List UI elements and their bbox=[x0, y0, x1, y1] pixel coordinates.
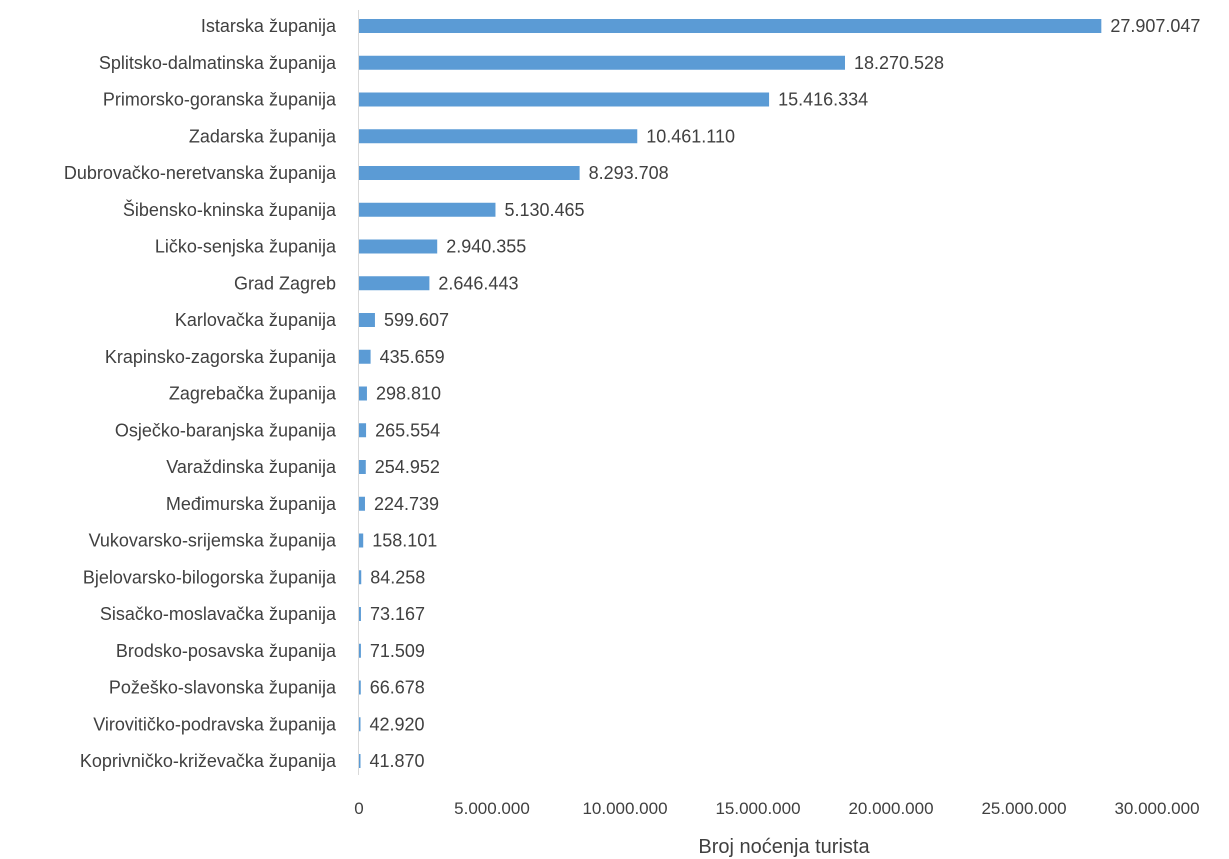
value-label-medimurska-zupanija: 224.739 bbox=[374, 494, 439, 514]
category-label-karlovacka-zupanija: Karlovačka županija bbox=[175, 310, 337, 330]
category-label-sisacko-moslavacka-zupanija: Sisačko-moslavačka županija bbox=[100, 604, 337, 624]
category-label-bjelovarsko-bilogorska-zupanija: Bjelovarsko-bilogorska županija bbox=[83, 567, 337, 587]
category-label-grad-zagreb: Grad Zagreb bbox=[234, 273, 336, 293]
value-label-zadarska-zupanija: 10.461.110 bbox=[646, 126, 735, 146]
value-labels-group: 27.907.047 18.270.528 15.416.334 10.461.110… bbox=[370, 16, 1201, 771]
value-label-dubrovacko-neretvanska-zupanija: 8.293.708 bbox=[589, 163, 669, 183]
bar-vukovarsko-srijemska-zupanija bbox=[359, 533, 364, 548]
value-label-viroviticko-podravska-zupanija: 42.920 bbox=[370, 714, 425, 734]
category-label-pozesko-slavonska-zupanija: Požeško-slavonska županija bbox=[109, 678, 337, 698]
bar-varazdinska-zupanija bbox=[359, 460, 366, 474]
bar-dubrovacko-neretvanska-zupanija bbox=[359, 166, 580, 180]
value-label-brodsko-posavska-zupanija: 71.509 bbox=[370, 641, 425, 661]
bar-grad-zagreb bbox=[359, 276, 430, 291]
x-axis-title: Broj noćenja turista bbox=[698, 836, 870, 858]
bars-group bbox=[359, 19, 1102, 768]
value-label-licko-senjska-zupanija: 2.940.355 bbox=[446, 237, 526, 257]
category-label-vukovarsko-srijemska-zupanija: Vukovarsko-srijemska županija bbox=[89, 531, 337, 551]
bar-istarska-zupanija bbox=[359, 19, 1102, 33]
bar-primorsko-goranska-zupanija bbox=[359, 92, 770, 107]
bar-medimurska-zupanija bbox=[359, 496, 365, 511]
bar-viroviticko-podravska-zupanija bbox=[359, 717, 361, 732]
x-tick-label: 20.000.000 bbox=[848, 799, 933, 818]
category-label-brodsko-posavska-zupanija: Brodsko-posavska županija bbox=[116, 641, 337, 661]
value-label-koprivnicko-krizevacka-zupanija: 41.870 bbox=[370, 751, 425, 771]
category-label-zadarska-zupanija: Zadarska županija bbox=[189, 126, 337, 146]
bar-koprivnicko-krizevacka-zupanija bbox=[359, 754, 361, 768]
bar-sibensko-kninska-zupanija bbox=[359, 202, 496, 217]
value-label-istarska-zupanija: 27.907.047 bbox=[1110, 16, 1200, 36]
category-label-sibensko-kninska-zupanija: Šibensko-kninska županija bbox=[123, 199, 337, 220]
value-label-karlovacka-zupanija: 599.607 bbox=[384, 310, 449, 330]
category-label-osjecko-baranjska-zupanija: Osječko-baranjska županija bbox=[115, 420, 337, 440]
category-label-krapinsko-zagorska-zupanija: Krapinsko-zagorska županija bbox=[105, 347, 337, 367]
category-label-zagrebacka-zupanija: Zagrebačka županija bbox=[169, 384, 337, 404]
category-label-viroviticko-podravska-zupanija: Virovitičko-podravska županija bbox=[93, 714, 337, 734]
bar-bjelovarsko-bilogorska-zupanija bbox=[359, 570, 362, 585]
x-tick-label: 25.000.000 bbox=[981, 799, 1066, 818]
bar-karlovacka-zupanija bbox=[359, 313, 375, 327]
value-label-primorsko-goranska-zupanija: 15.416.334 bbox=[778, 90, 868, 110]
bar-licko-senjska-zupanija bbox=[359, 239, 438, 254]
value-label-sisacko-moslavacka-zupanija: 73.167 bbox=[370, 604, 425, 624]
value-label-zagrebacka-zupanija: 298.810 bbox=[376, 384, 441, 404]
x-axis-tick-labels-group: 0 5.000.000 10.000.000 15.000.000 20.000.000… bbox=[354, 799, 1199, 818]
bar-zagrebacka-zupanija bbox=[359, 386, 367, 401]
category-label-istarska-zupanija: Istarska županija bbox=[201, 16, 337, 36]
value-label-varazdinska-zupanija: 254.952 bbox=[375, 457, 440, 477]
x-tick-label: 5.000.000 bbox=[454, 799, 530, 818]
value-label-bjelovarsko-bilogorska-zupanija: 84.258 bbox=[370, 567, 425, 587]
value-label-pozesko-slavonska-zupanija: 66.678 bbox=[370, 678, 425, 698]
value-label-grad-zagreb: 2.646.443 bbox=[438, 273, 518, 293]
bar-sisacko-moslavacka-zupanija bbox=[359, 607, 361, 621]
bar-splitsko-dalmatinska-zupanija bbox=[359, 55, 845, 70]
category-label-splitsko-dalmatinska-zupanija: Splitsko-dalmatinska županija bbox=[99, 53, 337, 73]
bar-zadarska-zupanija bbox=[359, 129, 638, 144]
x-tick-label: 30.000.000 bbox=[1114, 799, 1199, 818]
value-label-osjecko-baranjska-zupanija: 265.554 bbox=[375, 420, 440, 440]
x-tick-label: 15.000.000 bbox=[715, 799, 800, 818]
value-label-sibensko-kninska-zupanija: 5.130.465 bbox=[504, 200, 584, 220]
category-label-primorsko-goranska-zupanija: Primorsko-goranska županija bbox=[103, 90, 337, 110]
bar-brodsko-posavska-zupanija bbox=[359, 643, 361, 658]
category-label-licko-senjska-zupanija: Ličko-senjska županija bbox=[155, 237, 337, 257]
bar-pozesko-slavonska-zupanija bbox=[359, 680, 361, 695]
category-labels-group: Istarska županija Splitsko-dalmatinska žu… bbox=[64, 16, 337, 771]
value-label-splitsko-dalmatinska-zupanija: 18.270.528 bbox=[854, 53, 944, 73]
x-tick-label: 10.000.000 bbox=[582, 799, 667, 818]
bar-osjecko-baranjska-zupanija bbox=[359, 423, 367, 438]
category-label-varazdinska-zupanija: Varaždinska županija bbox=[166, 457, 337, 477]
value-label-krapinsko-zagorska-zupanija: 435.659 bbox=[380, 347, 445, 367]
category-label-dubrovacko-neretvanska-zupanija: Dubrovačko-neretvanska županija bbox=[64, 163, 337, 183]
bar-krapinsko-zagorska-zupanija bbox=[359, 349, 371, 364]
category-label-medimurska-zupanija: Međimurska županija bbox=[166, 494, 337, 514]
value-label-vukovarsko-srijemska-zupanija: 158.101 bbox=[372, 531, 437, 551]
category-label-koprivnicko-krizevacka-zupanija: Koprivničko-križevačka županija bbox=[80, 751, 337, 771]
x-tick-label: 0 bbox=[354, 799, 363, 818]
